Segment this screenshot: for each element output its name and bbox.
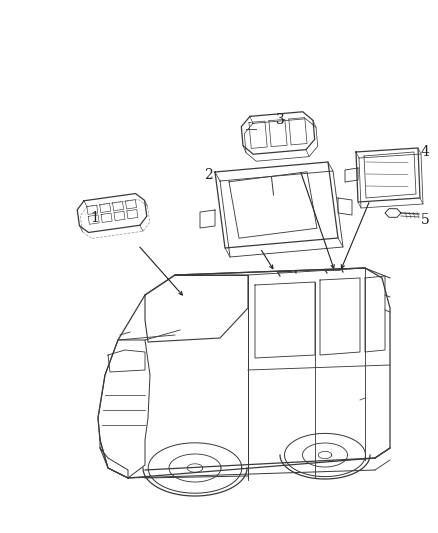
Text: 5: 5: [420, 213, 429, 227]
Text: 3: 3: [276, 113, 284, 127]
Text: 2: 2: [204, 168, 212, 182]
Text: 4: 4: [420, 145, 429, 159]
Text: 1: 1: [91, 211, 99, 225]
